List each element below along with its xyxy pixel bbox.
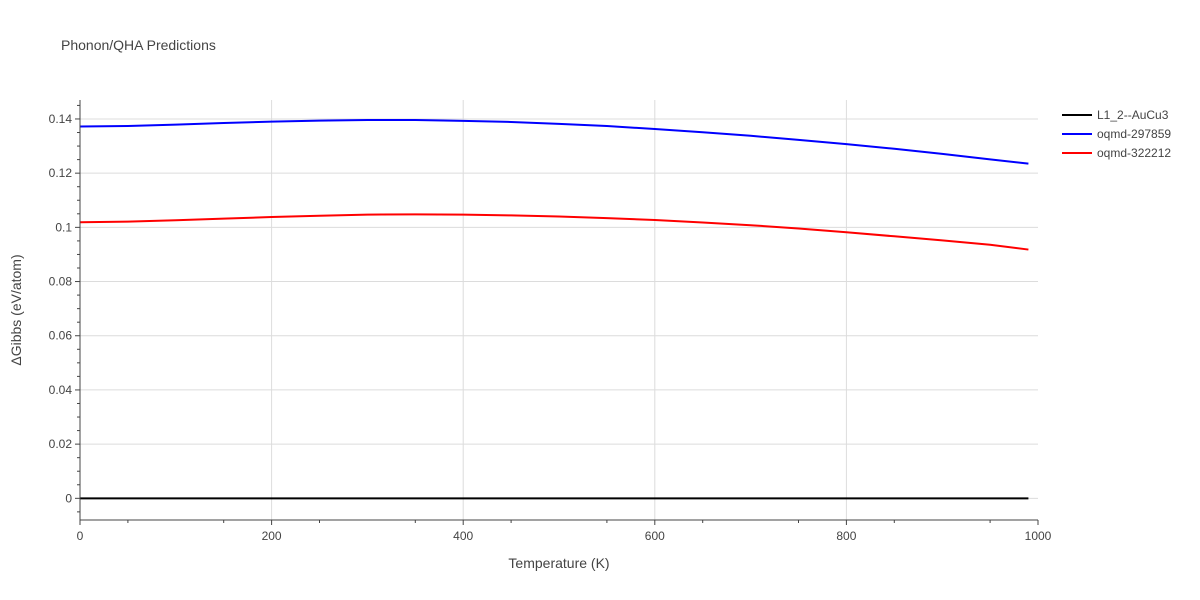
x-tick-label: 600 [645,529,665,543]
legend: L1_2--AuCu3 oqmd-297859 oqmd-322212 [1062,108,1171,160]
legend-label: L1_2--AuCu3 [1097,108,1169,122]
y-tick-label: 0.1 [55,220,72,234]
y-tick-label: 0.04 [49,383,73,397]
y-tick-label: 0.08 [49,275,73,289]
grid-layer [80,100,1038,520]
chart-title: Phonon/QHA Predictions [61,37,216,53]
y-tick-label: 0.14 [49,112,73,126]
legend-label: oqmd-322212 [1097,146,1171,160]
x-tick-label: 200 [262,529,282,543]
series-line-oqmd-322212[interactable] [79,213,1029,251]
axes-layer [75,100,1039,525]
x-tick-label: 1000 [1025,529,1052,543]
x-tick-label: 0 [77,529,84,543]
y-tick-label: 0 [65,491,72,505]
y-tick-label: 0.02 [49,437,73,451]
x-tick-label: 400 [453,529,473,543]
legend-item-oqmd-322212[interactable]: oqmd-322212 [1062,146,1171,160]
y-axis-title: ΔGibbs (eV/atom) [8,254,24,365]
x-axis-title: Temperature (K) [508,555,609,571]
y-tick-label: 0.12 [49,166,73,180]
plot-area [80,100,1038,520]
series-line-oqmd-297859[interactable] [79,119,1029,165]
legend-item-oqmd-297859[interactable]: oqmd-297859 [1062,127,1171,141]
y-tick-label: 0.06 [49,329,73,343]
tick-label-layer: 0 200 400 600 800 1000 0 0.02 0.04 0.06 0.08 0.1 0.1… [49,112,1052,543]
series-layer [79,119,1029,500]
x-tick-label: 800 [836,529,856,543]
legend-item-l1-2-aucu3[interactable]: L1_2--AuCu3 [1062,108,1169,122]
legend-label: oqmd-297859 [1097,127,1171,141]
